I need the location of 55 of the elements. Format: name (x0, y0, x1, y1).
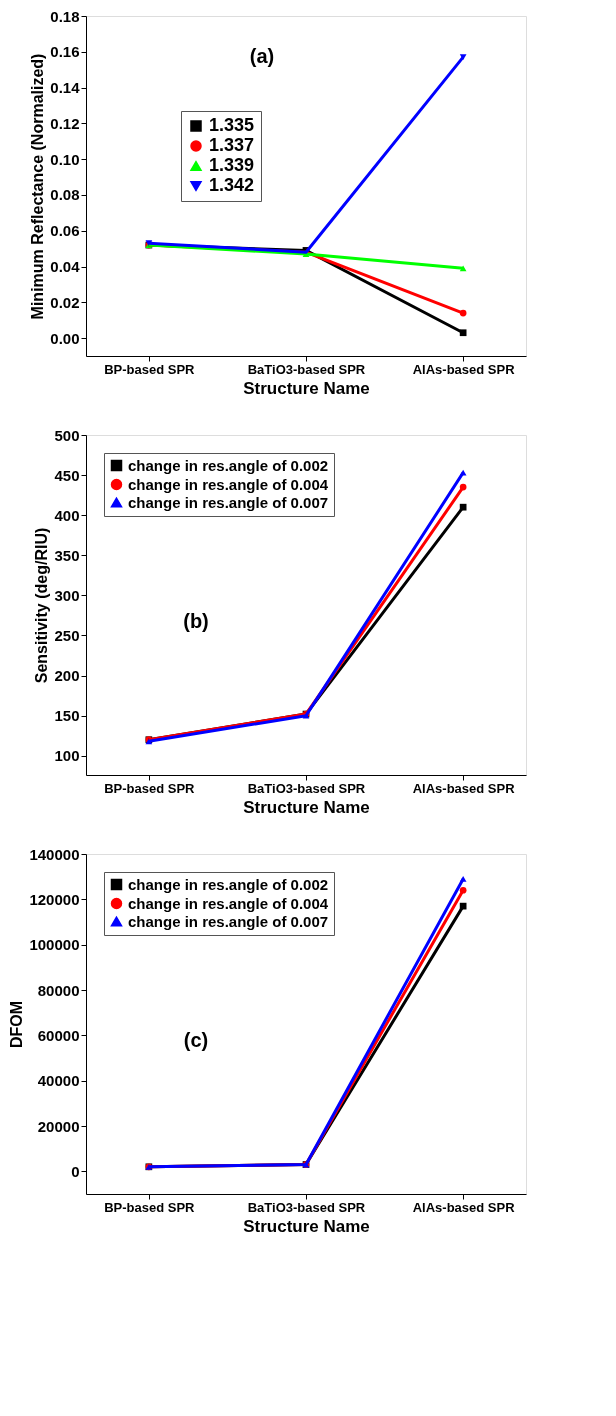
y-tick-label: 250 (54, 626, 80, 644)
x-tick-label: BaTiO3-based SPR (247, 361, 366, 377)
y-tick-label: 500 (54, 426, 80, 444)
y-tick-label: 0.04 (50, 258, 81, 276)
y-tick-label: 0.18 (50, 7, 80, 25)
legend-label: change in res.angle of 0.004 (128, 894, 329, 912)
y-tick-label: 0.14 (50, 79, 81, 97)
x-axis-title: Structure Name (243, 378, 370, 398)
legend-label: change in res.angle of 0.004 (128, 475, 329, 493)
legend-label: change in res.angle of 0.007 (128, 493, 329, 511)
y-tick-label: 300 (54, 586, 80, 604)
y-tick-label: 400 (54, 506, 80, 524)
y-tick-label: 0.16 (50, 43, 80, 61)
x-tick-label: BP-based SPR (104, 780, 196, 796)
y-tick-label: 40000 (37, 1072, 80, 1090)
x-axis-title: Structure Name (243, 1216, 370, 1236)
y-tick-label: 150 (54, 707, 80, 725)
annotation: (a) (249, 44, 275, 67)
annotation: (c) (183, 1029, 209, 1051)
y-axis-title: Minimum Reflectance (Normalized) (29, 53, 47, 320)
y-tick-label: 0.06 (50, 222, 80, 240)
x-tick-label: AlAs-based SPR (412, 361, 516, 377)
y-tick-label: 100 (54, 747, 80, 765)
y-tick-label: 350 (54, 546, 80, 564)
legend-label: 1.339 (209, 155, 255, 175)
y-tick-label: 80000 (37, 981, 80, 999)
legend-label: change in res.angle of 0.007 (128, 912, 329, 930)
y-tick-label: 140000 (29, 845, 80, 863)
annotation: (b) (183, 610, 209, 632)
x-tick-label: AlAs-based SPR (412, 1199, 516, 1215)
y-tick-label: 20000 (37, 1117, 80, 1135)
y-tick-label: 0.10 (50, 150, 80, 168)
y-tick-label: 0.08 (50, 186, 80, 204)
legend-label: 1.342 (209, 175, 255, 195)
y-tick-label: 0.02 (50, 293, 80, 311)
y-tick-label: 100000 (29, 936, 80, 954)
y-tick-label: 450 (54, 466, 80, 484)
y-tick-label: 60000 (37, 1026, 80, 1044)
y-axis-title: Sensitivity (deg/RIU) (33, 527, 51, 684)
x-tick-label: BaTiO3-based SPR (247, 1199, 366, 1215)
y-tick-label: 0 (71, 1162, 80, 1180)
x-axis-title: Structure Name (243, 797, 370, 817)
x-tick-label: AlAs-based SPR (412, 780, 516, 796)
x-tick-label: BP-based SPR (104, 1199, 196, 1215)
y-tick-label: 120000 (29, 890, 80, 908)
legend-label: 1.337 (209, 135, 255, 155)
y-axis-title: DFOM (8, 1000, 26, 1049)
y-tick-label: 0.12 (50, 114, 80, 132)
y-tick-label: 200 (54, 667, 80, 685)
y-tick-label: 0.00 (50, 329, 80, 347)
legend-label: change in res.angle of 0.002 (128, 875, 329, 893)
x-tick-label: BaTiO3-based SPR (247, 780, 366, 796)
legend-label: change in res.angle of 0.002 (128, 456, 329, 474)
legend-label: 1.335 (209, 115, 255, 135)
x-tick-label: BP-based SPR (104, 361, 196, 377)
